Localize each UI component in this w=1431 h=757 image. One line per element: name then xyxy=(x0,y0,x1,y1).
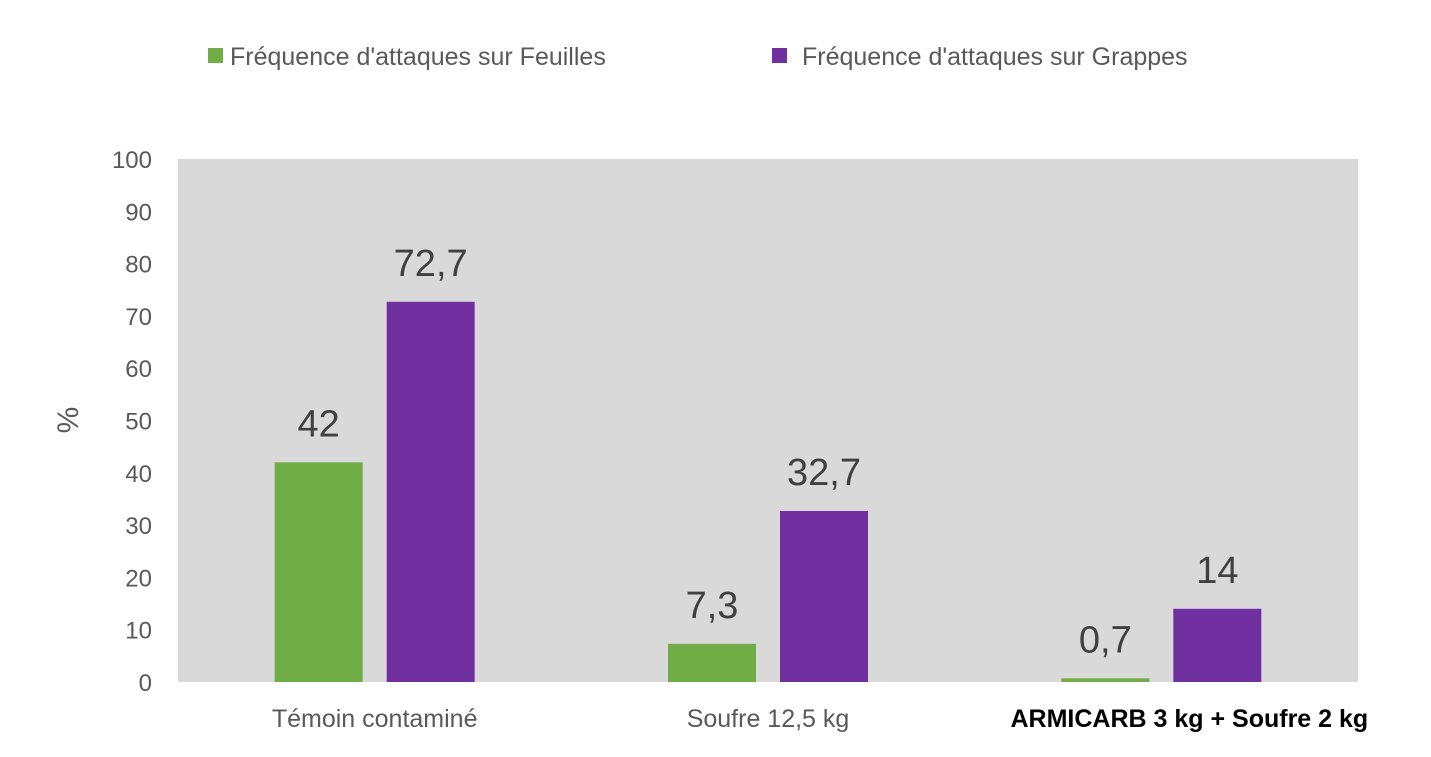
y-tick-label: 50 xyxy=(125,409,152,436)
data-label: 72,7 xyxy=(394,243,468,285)
x-category-label: ARMICARB 3 kg + Soufre 2 kg xyxy=(1010,705,1368,733)
data-labels: 42 72,7 7,3 32,7 0,7 14 xyxy=(298,243,1239,662)
y-tick-label: 0 xyxy=(139,670,152,697)
y-tick-label: 40 xyxy=(125,461,152,488)
y-tick-label: 70 xyxy=(125,304,152,331)
legend: Fréquence d'attaques sur Feuilles Fréquen… xyxy=(208,43,1188,71)
y-tick-label: 100 xyxy=(112,147,152,174)
x-category-label: Témoin contaminé xyxy=(272,705,478,733)
data-label: 0,7 xyxy=(1079,619,1132,661)
legend-swatch xyxy=(772,48,787,63)
data-label: 7,3 xyxy=(686,585,739,627)
y-tick-label: 10 xyxy=(125,618,152,645)
bar xyxy=(1061,678,1150,682)
x-category-label: Soufre 12,5 kg xyxy=(687,705,850,733)
y-tick-label: 80 xyxy=(125,252,152,279)
y-tick-label: 90 xyxy=(125,199,152,226)
legend-swatch xyxy=(208,48,223,63)
legend-label: Fréquence d'attaques sur Grappes xyxy=(802,43,1188,71)
bars xyxy=(274,301,1262,682)
data-label: 14 xyxy=(1196,550,1238,592)
bar xyxy=(386,301,475,682)
y-axis: 0 10 20 30 40 50 60 70 80 90 100 xyxy=(112,147,152,697)
x-axis: Témoin contaminé Soufre 12,5 kg ARMICARB 3… xyxy=(272,705,1368,733)
data-label: 32,7 xyxy=(787,452,861,494)
bar xyxy=(1173,608,1262,682)
data-label: 42 xyxy=(298,403,340,445)
bar xyxy=(668,643,756,682)
y-tick-label: 60 xyxy=(125,356,152,383)
y-axis-title: % xyxy=(52,407,85,434)
plot-area xyxy=(178,159,1358,682)
bar xyxy=(274,462,363,682)
bar xyxy=(780,510,868,682)
y-tick-label: 30 xyxy=(125,513,152,540)
y-tick-label: 20 xyxy=(125,565,152,592)
legend-label: Fréquence d'attaques sur Feuilles xyxy=(230,43,606,71)
